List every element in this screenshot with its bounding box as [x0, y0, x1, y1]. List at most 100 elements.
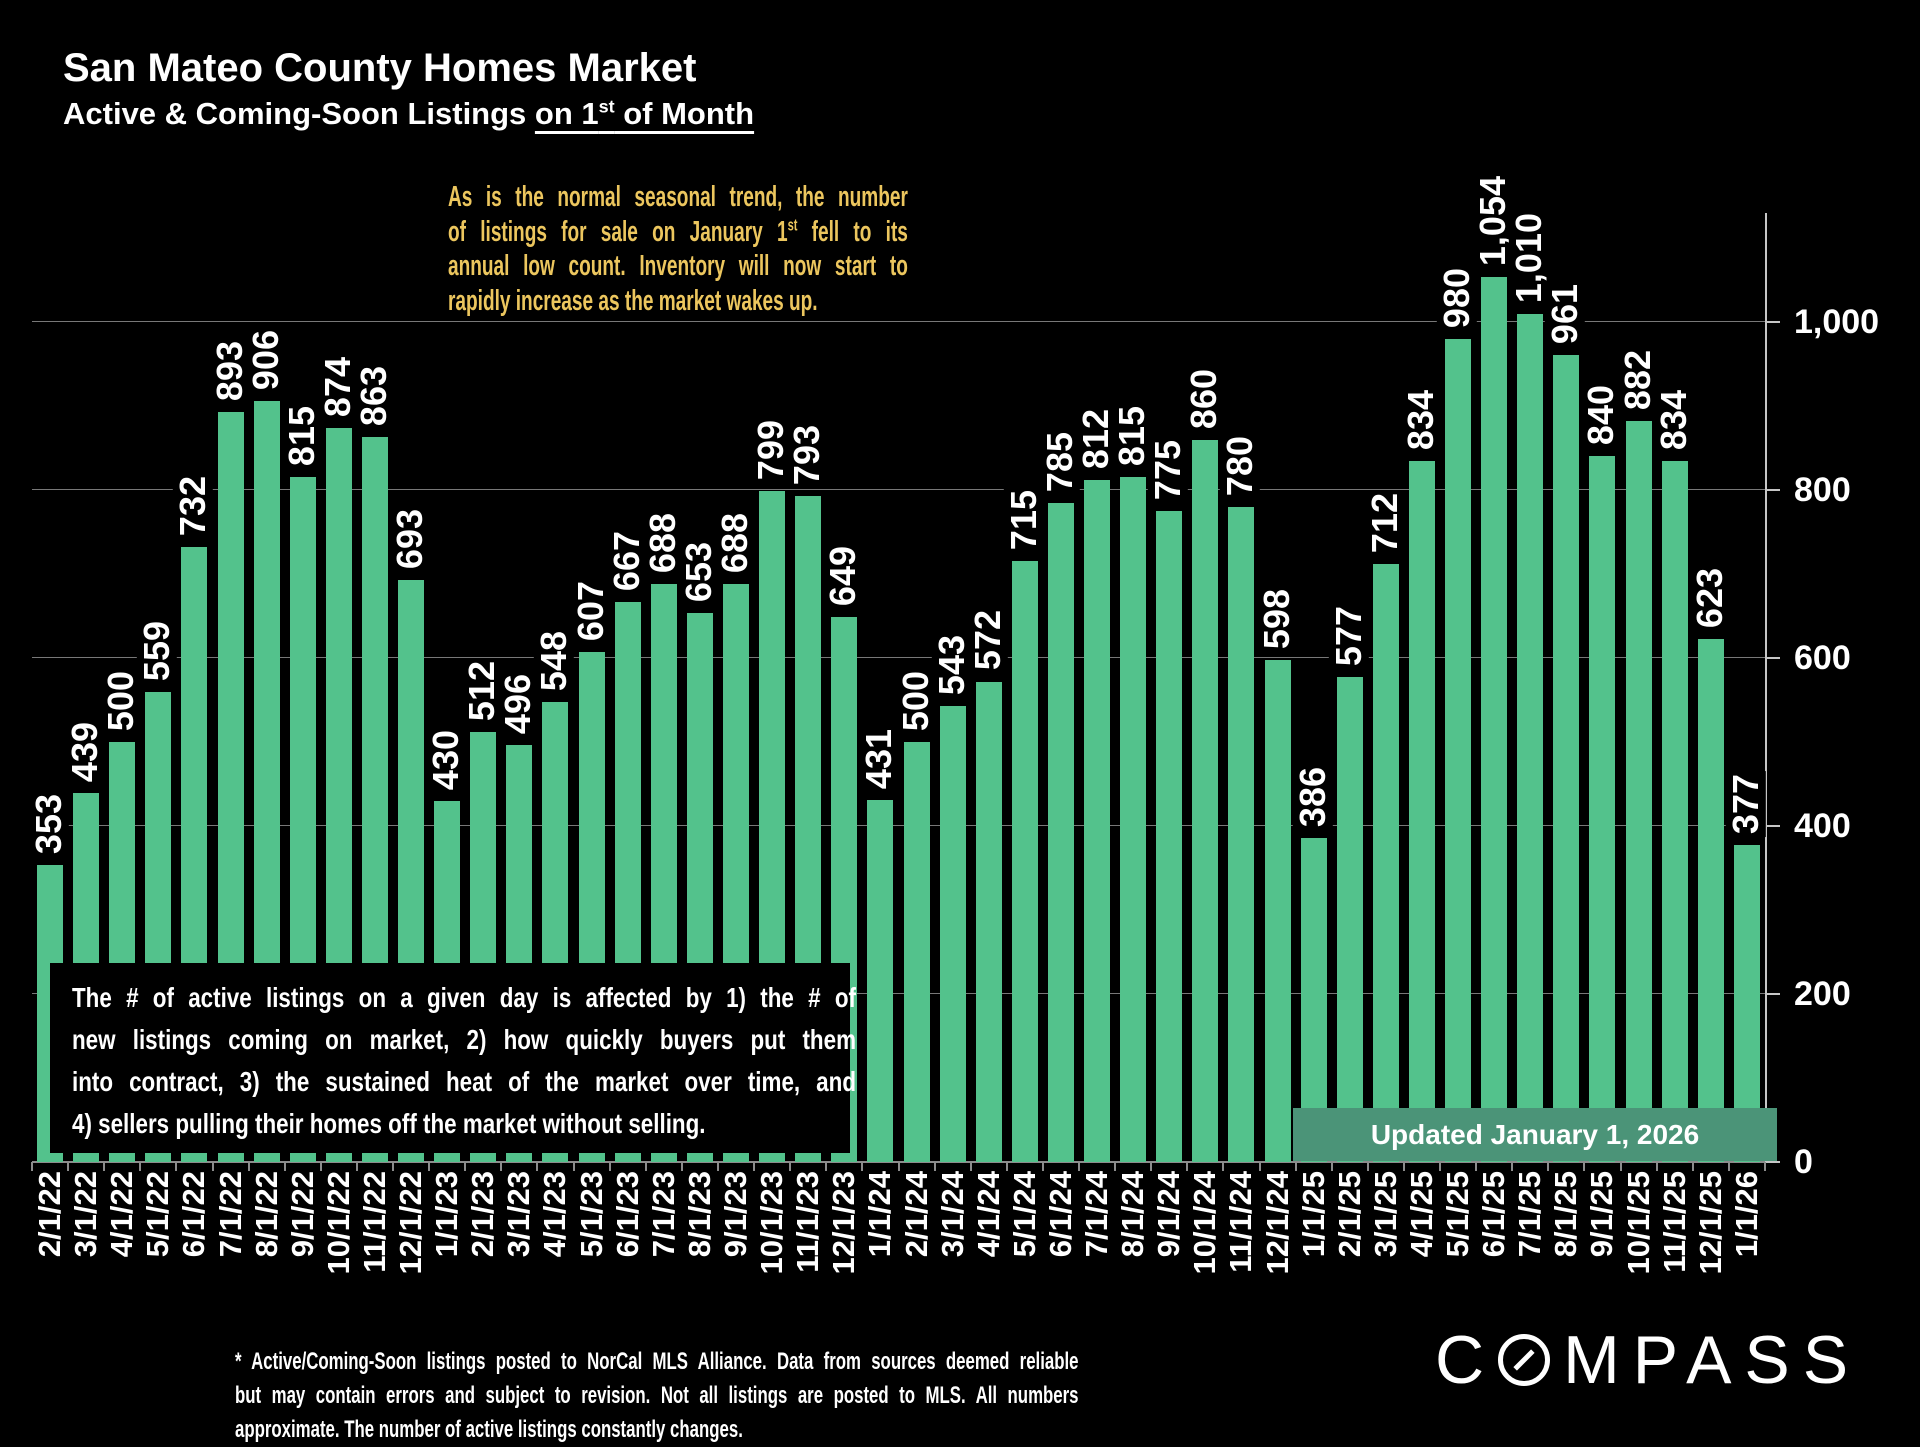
gridline — [32, 993, 1765, 994]
x-axis-label: 1/1/26 — [1728, 1171, 1764, 1258]
y-axis-tick — [1765, 489, 1780, 491]
bar-value-label: 799 — [750, 416, 791, 483]
y-axis-tick — [1765, 825, 1780, 827]
bar-value-label: 732 — [172, 473, 213, 540]
bar — [1156, 511, 1183, 1162]
x-axis-tick — [1366, 1162, 1369, 1171]
footnote-line: but may contain errors and subject to re… — [235, 1382, 1079, 1409]
bar — [1084, 479, 1111, 1162]
y-axis-line — [1765, 213, 1767, 1162]
y-axis-label: 400 — [1794, 807, 1851, 845]
bar-value-label: 500 — [895, 667, 936, 734]
x-axis-tick — [211, 1162, 214, 1171]
logo-letter: C — [1435, 1322, 1498, 1398]
x-axis-label: 2/1/23 — [465, 1171, 501, 1258]
x-axis-label: 2/1/22 — [32, 1171, 67, 1258]
x-axis-label: 11/1/22 — [356, 1171, 392, 1273]
bar — [1336, 677, 1363, 1162]
bar — [1517, 313, 1544, 1162]
bar — [1047, 502, 1074, 1162]
x-axis-label: 5/1/25 — [1440, 1171, 1476, 1258]
y-axis-label: 0 — [1794, 1143, 1813, 1181]
y-axis-label: 800 — [1794, 471, 1851, 509]
bar — [1372, 563, 1399, 1162]
x-axis-label: 6/1/23 — [609, 1171, 645, 1258]
x-axis-tick — [608, 1162, 611, 1171]
x-axis-tick — [789, 1162, 792, 1171]
x-axis-label: 2/1/24 — [898, 1171, 934, 1258]
x-axis-label: 4/1/24 — [970, 1171, 1006, 1258]
bar-value-label: 377 — [1725, 771, 1766, 838]
x-axis-label: 1/1/25 — [1295, 1171, 1331, 1258]
x-axis-label: 11/1/25 — [1656, 1171, 1692, 1273]
disclaimer-footnote: * Active/Coming-Soon listings posted to … — [235, 1345, 1440, 1447]
x-axis-tick — [572, 1162, 575, 1171]
bar — [939, 705, 966, 1162]
x-axis-tick — [355, 1162, 358, 1171]
x-axis-label: 12/1/23 — [826, 1171, 862, 1275]
x-axis-tick — [644, 1162, 647, 1171]
x-axis-tick — [1619, 1162, 1622, 1171]
x-axis-tick — [753, 1162, 756, 1171]
bar — [1553, 354, 1580, 1162]
compass-needle-o-icon — [1498, 1334, 1551, 1386]
bar-value-label: 439 — [64, 719, 105, 786]
bar — [1264, 659, 1291, 1162]
x-axis-label: 10/1/24 — [1187, 1171, 1223, 1275]
x-axis-tick — [103, 1162, 106, 1171]
page-title: San Mateo County Homes Market — [63, 46, 697, 90]
x-axis-tick — [1294, 1162, 1297, 1171]
x-axis-label: 8/1/23 — [681, 1171, 717, 1258]
bar-value-label: 623 — [1689, 564, 1730, 631]
x-axis-tick — [1475, 1162, 1478, 1171]
x-axis-tick — [1150, 1162, 1153, 1171]
bar-value-label: 653 — [678, 539, 719, 606]
x-axis-label: 6/1/24 — [1042, 1171, 1078, 1258]
y-axis-tick — [1765, 993, 1780, 995]
x-axis-label: 3/1/25 — [1367, 1171, 1403, 1258]
compass-logo: C MPASS — [1435, 1326, 1861, 1394]
gridline — [32, 825, 1765, 826]
note-line: into contract, 3) the sustained heat of … — [72, 1066, 856, 1097]
bar-value-label: 812 — [1075, 405, 1116, 472]
bar — [1697, 638, 1724, 1162]
x-axis-label: 10/1/23 — [754, 1171, 790, 1275]
x-axis-tick — [464, 1162, 467, 1171]
bar-value-label: 688 — [642, 510, 683, 577]
gridline — [32, 321, 1765, 322]
bar-value-label: 577 — [1328, 603, 1369, 670]
x-axis-tick — [1439, 1162, 1442, 1171]
bar-value-label: 693 — [389, 505, 430, 572]
x-axis-tick — [969, 1162, 972, 1171]
bar — [903, 742, 930, 1162]
bar-value-label: 775 — [1147, 436, 1188, 503]
x-axis-tick — [319, 1162, 322, 1171]
x-axis-label: 4/1/25 — [1403, 1171, 1439, 1258]
bar-value-label: 559 — [136, 618, 177, 685]
x-axis-tick — [283, 1162, 286, 1171]
bar — [1120, 477, 1147, 1162]
bar-value-label: 874 — [317, 353, 358, 420]
x-axis-label: 12/1/24 — [1259, 1171, 1295, 1275]
x-axis-label: 3/1/23 — [501, 1171, 537, 1258]
x-axis-tick — [1691, 1162, 1694, 1171]
x-axis-tick — [1114, 1162, 1117, 1171]
x-axis-label: 9/1/23 — [717, 1171, 753, 1258]
x-axis-tick — [1005, 1162, 1008, 1171]
x-axis-label: 5/1/24 — [1006, 1171, 1042, 1258]
x-axis-tick — [175, 1162, 178, 1171]
x-axis-tick — [1330, 1162, 1333, 1171]
x-axis-label: 7/1/22 — [212, 1171, 248, 1258]
x-axis-tick — [1727, 1162, 1730, 1171]
bar-value-label: 863 — [353, 363, 394, 430]
x-axis-label: 1/1/23 — [429, 1171, 465, 1258]
footnote-line: * Active/Coming-Soon listings posted to … — [235, 1348, 1079, 1375]
bar — [1625, 421, 1652, 1162]
annotation-line: rapidly increase as the market wakes up. — [448, 284, 818, 317]
bar-value-label: 353 — [28, 791, 69, 858]
footnote-line: approximate. The number of active listin… — [235, 1416, 743, 1443]
x-axis-label: 5/1/23 — [573, 1171, 609, 1258]
x-axis-label: 7/1/24 — [1079, 1171, 1115, 1258]
bar-value-label: 815 — [1111, 403, 1152, 470]
bar-value-label: 688 — [714, 510, 755, 577]
